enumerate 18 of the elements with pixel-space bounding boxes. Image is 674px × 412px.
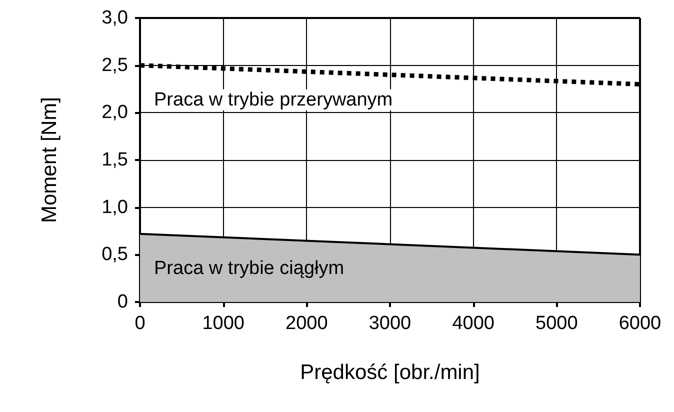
x-axis-title: Prędkość [obr./min] xyxy=(300,361,480,384)
x-tick-label: 0 xyxy=(134,313,146,334)
x-tick-label: 3000 xyxy=(368,313,412,334)
y-tick-label: 0,5 xyxy=(102,244,128,266)
y-tick-label: 1,5 xyxy=(102,150,128,170)
y-tick-label: 2,5 xyxy=(102,54,128,76)
y-tick-label: 0 xyxy=(117,292,128,312)
x-tick-label: 2000 xyxy=(286,313,328,334)
x-tick-label: 6000 xyxy=(618,313,662,334)
x-tick-label: 1000 xyxy=(202,313,244,334)
y-tick-label: 2,0 xyxy=(102,102,128,124)
y-axis-title: Moment [Nm] xyxy=(38,96,61,224)
x-tick-label: 5000 xyxy=(536,313,578,334)
y-tick-label: 3,0 xyxy=(102,8,128,28)
x-tick-label: 4000 xyxy=(452,313,494,334)
series-label: Praca w trybie ciągłym xyxy=(154,258,344,279)
series-label: Praca w trybie przerywanym xyxy=(154,89,393,110)
y-tick-label: 1,0 xyxy=(102,196,128,218)
